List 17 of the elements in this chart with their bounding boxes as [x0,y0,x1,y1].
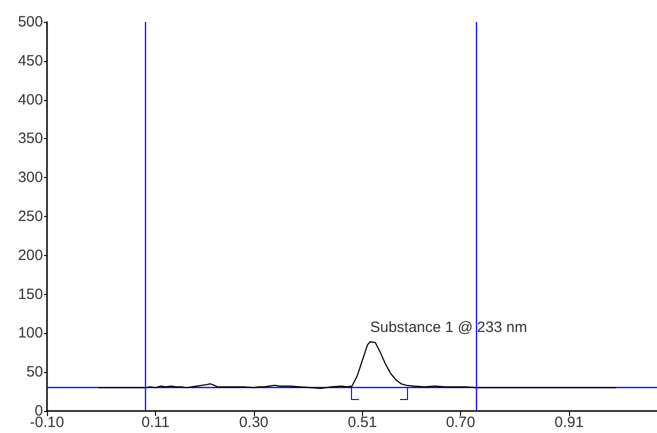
x-tick-label: 0.30 [239,414,268,431]
y-tick-label: 450 [18,52,43,70]
y-tick-label: 500 [18,14,43,30]
x-tick-label: 0.11 [142,414,170,431]
y-tick-label: 50 [26,364,43,381]
annotation: Substance 1 @ 233 nm [370,318,528,336]
y-tick-label: 150 [18,286,43,303]
y-tick-label: 400 [18,91,43,108]
y-tick-label: 200 [18,246,43,264]
x-tick-label: 0.91 [554,414,584,431]
y-tick-label: 100 [18,324,43,342]
x-tick-label: 0.70 [446,414,476,431]
y-tick-label: 250 [18,208,43,225]
line-series [98,341,616,390]
x-tick-label: 0.51 [348,414,377,431]
y-tick-label: 350 [18,130,43,148]
y-tick-label: 300 [18,169,43,186]
